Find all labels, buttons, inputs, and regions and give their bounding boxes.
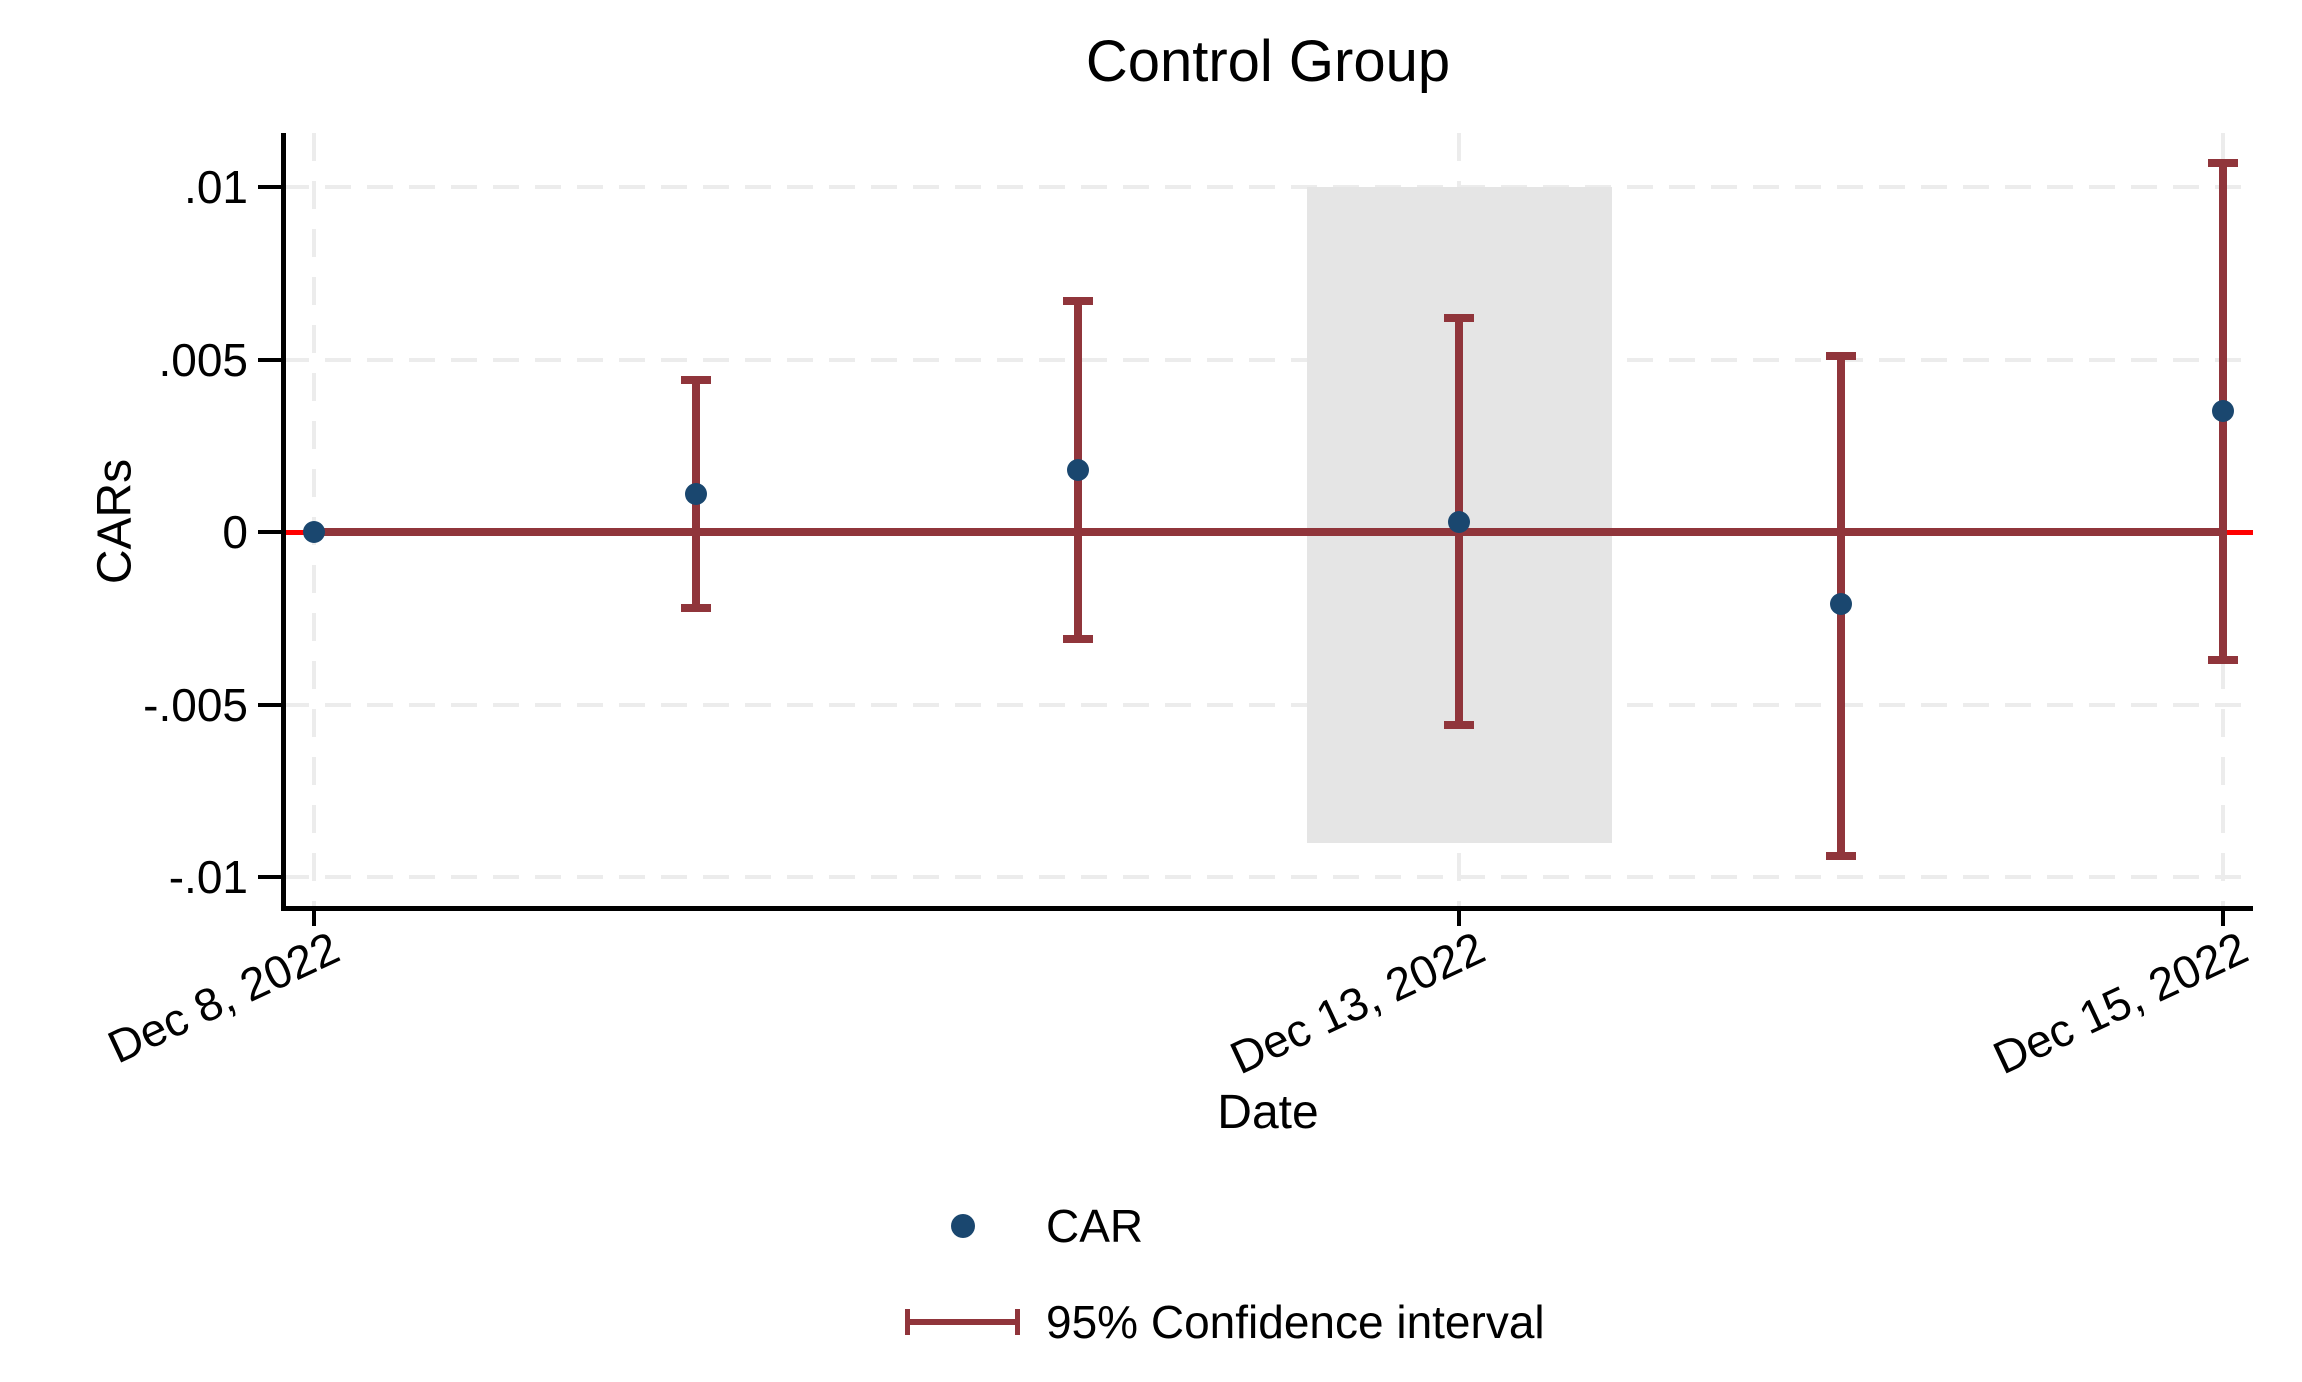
y-gridline [283, 357, 2253, 362]
car-dot-legend-icon [905, 1214, 1020, 1238]
legend: CAR 95% Confidence interval [905, 1196, 1545, 1352]
plot-area [283, 133, 2253, 908]
car-dot-icon [950, 1214, 975, 1238]
y-tick-label: -.01 [168, 851, 248, 903]
y-gridline [283, 875, 2253, 879]
x-gridline [312, 133, 316, 908]
x-tick-label: Dec 13, 2022 [1222, 921, 1493, 1085]
y-gridline [283, 702, 2253, 707]
y-tick-mark [258, 702, 283, 707]
y-gridline [283, 185, 2253, 189]
ci-errorbar-cap-top [1444, 314, 1475, 323]
y-axis-line [281, 133, 286, 911]
x-axis-line [281, 906, 2253, 911]
ci-symbol-cap-right [1015, 1309, 1020, 1335]
ci-errorbar-legend-icon [905, 1309, 1020, 1335]
ci-symbol-bar [905, 1319, 1020, 1325]
legend-label: 95% Confidence interval [1046, 1296, 1545, 1348]
y-tick-label: .005 [158, 333, 248, 386]
legend-label: CAR [1046, 1200, 1144, 1252]
x-tick-mark [1457, 908, 1462, 926]
ci-errorbar-cap-bottom [680, 603, 711, 612]
car-dot [1066, 458, 1089, 481]
y-tick-mark [258, 875, 283, 879]
x-tick-mark [2221, 908, 2225, 926]
ci-errorbar-cap-top [2208, 158, 2238, 167]
ci-errorbar-cap-bottom [1062, 634, 1093, 643]
ci-errorbar-cap-bottom [1826, 852, 1857, 861]
car-dot [303, 521, 325, 543]
legend-row: 95% Confidence interval [905, 1292, 1545, 1352]
y-tick-mark [258, 530, 283, 534]
y-tick-label: .01 [184, 161, 248, 213]
car-dot [1830, 593, 1853, 616]
ci-symbol-cap-left [905, 1309, 910, 1335]
x-axis-title: Date [1217, 1086, 1319, 1139]
y-tick-label: -.005 [143, 678, 248, 731]
x-tick-label: Dec 15, 2022 [1985, 921, 2256, 1085]
y-tick-label: 0 [222, 506, 248, 558]
car-dot [1448, 510, 1471, 533]
y-tick-mark [258, 185, 283, 189]
ci-errorbar-cap-bottom [2208, 655, 2238, 664]
y-tick-mark [258, 357, 283, 362]
ci-errorbar-cap-top [680, 376, 711, 385]
ci-errorbar-cap-top [1826, 352, 1857, 361]
legend-row: CAR [905, 1196, 1545, 1256]
ci-errorbar-cap-top [1062, 296, 1093, 305]
car-dot [684, 483, 707, 506]
x-tick-label: Dec 8, 2022 [99, 921, 347, 1074]
ci-symbol [905, 1309, 1020, 1335]
ci-errorbar-cap-bottom [1444, 721, 1475, 730]
car-dot [2212, 400, 2234, 423]
x-tick-mark [312, 908, 316, 926]
car-baseline-line [314, 528, 2223, 536]
chart-title: Control Group [1085, 29, 1451, 94]
